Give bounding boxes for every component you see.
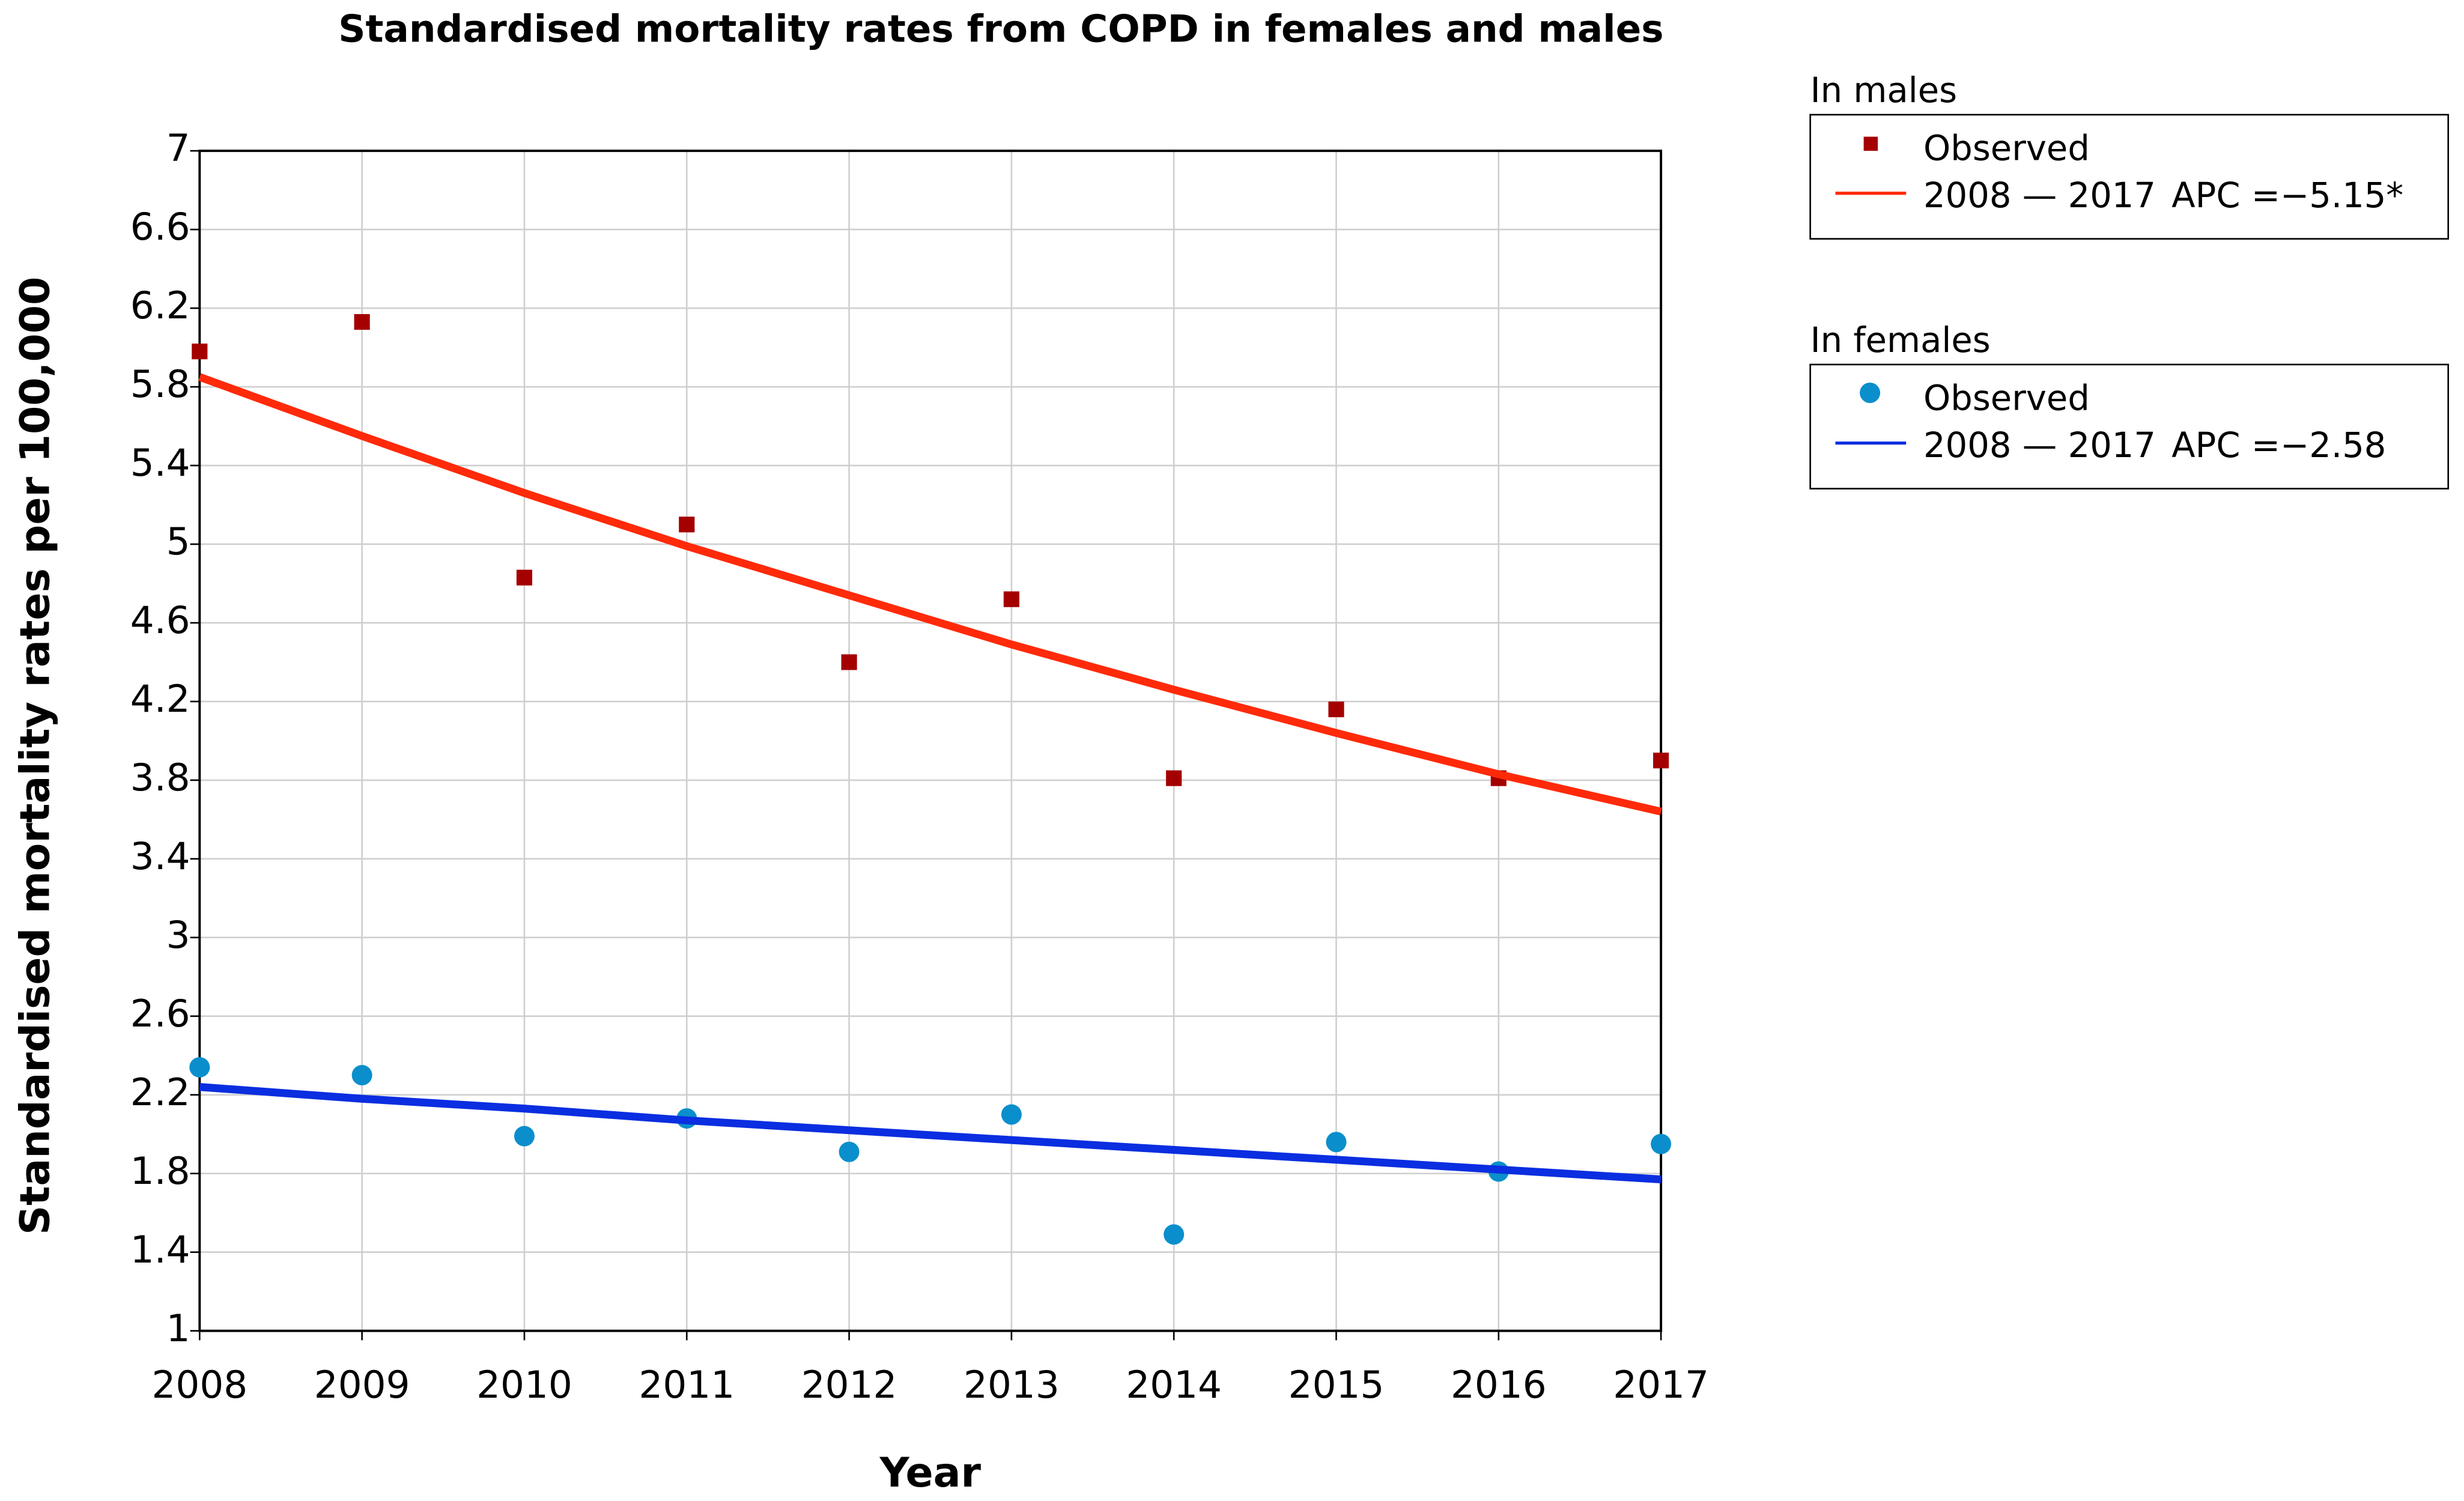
legend-box (1809, 114, 2450, 240)
trend-line (198, 373, 1662, 816)
observed-point (1328, 701, 1344, 718)
legend-label: 2008 — 2017 (1923, 175, 2156, 216)
x-tick-label: 2017 (1613, 1363, 1709, 1407)
observed-point (1164, 1224, 1185, 1245)
y-tick-label: 6.6 (130, 205, 190, 249)
observed-point (1653, 753, 1669, 769)
x-tick-label: 2013 (963, 1363, 1060, 1407)
observed-point (192, 344, 208, 360)
legend-title: In females (1810, 320, 1991, 360)
observed-point (354, 314, 370, 330)
y-tick-label: 3.4 (130, 834, 190, 878)
x-tick-label: 2015 (1288, 1363, 1385, 1407)
observed-point (514, 1126, 535, 1147)
y-tick-label: 1 (166, 1306, 190, 1350)
observed-point (351, 1065, 372, 1086)
legend-label: Observed (1923, 129, 2090, 169)
legend-apc: APC =−2.58 (2171, 425, 2386, 465)
observed-point (839, 1141, 860, 1162)
observed-point (1651, 1133, 1672, 1154)
legend-label: 2008 — 2017 (1923, 425, 2156, 465)
y-tick-label: 1.8 (130, 1149, 190, 1193)
observed-point (1003, 591, 1019, 607)
y-tick-label: 2.2 (130, 1070, 190, 1114)
x-tick-label: 2010 (476, 1363, 572, 1407)
legend-apc: APC =−5.15* (2171, 175, 2403, 216)
trend-line (199, 1083, 1661, 1184)
x-tick-label: 2012 (801, 1363, 897, 1407)
x-tick-label: 2009 (314, 1363, 410, 1407)
y-tick-label: 1.4 (130, 1228, 190, 1272)
observed-point (1166, 770, 1182, 786)
y-tick-label: 3.8 (130, 756, 190, 799)
observed-point (189, 1057, 210, 1078)
observed-point (679, 517, 695, 533)
chart-title: Standardised mortality rates from COPD i… (338, 7, 1663, 50)
x-tick-label: 2011 (639, 1363, 735, 1407)
y-tick-label: 5 (166, 520, 190, 563)
plot-frame (198, 150, 1663, 1332)
y-axis-title: Standardised mortality rates per 100,000 (11, 277, 59, 1235)
x-tick-label: 2014 (1126, 1363, 1222, 1407)
y-tick-label: 5.4 (130, 441, 190, 485)
y-tick-label: 4.2 (130, 677, 190, 721)
legend-box (1809, 363, 2450, 490)
y-tick-label: 4.6 (130, 598, 190, 642)
legend-title: In males (1810, 70, 1957, 111)
observed-point (841, 654, 857, 670)
y-tick-label: 2.6 (130, 992, 190, 1036)
y-tick-label: 7 (166, 126, 190, 170)
y-tick-label: 5.8 (130, 362, 190, 406)
observed-point (1001, 1104, 1022, 1125)
legend-label: Observed (1923, 378, 2090, 419)
y-tick-label: 3 (166, 913, 190, 957)
x-tick-label: 2016 (1451, 1363, 1547, 1407)
x-axis-title: Year (879, 1449, 981, 1497)
legend-marker (1860, 382, 1881, 403)
observed-point (1326, 1132, 1347, 1153)
legend-marker (1863, 136, 1878, 151)
y-tick-label: 6.2 (130, 284, 190, 327)
observed-point (516, 569, 533, 586)
x-tick-label: 2008 (151, 1363, 247, 1407)
